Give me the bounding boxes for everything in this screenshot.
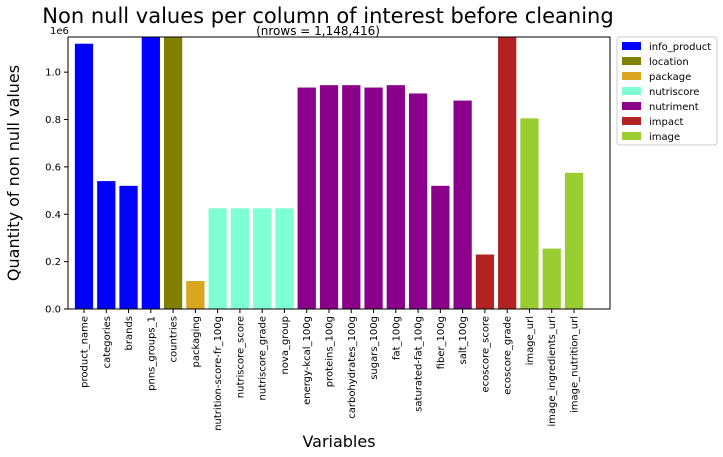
x-axis-ticks: product_name categories brands pnns_groups_… <box>80 309 581 431</box>
legend-label: image <box>649 132 680 143</box>
legend-swatch <box>622 42 641 50</box>
x-tick-label: energy-kcal_100g <box>302 316 313 405</box>
bar <box>253 208 272 309</box>
x-tick-label: brands <box>124 316 135 350</box>
x-tick-label: image_ingredients_url <box>547 316 558 427</box>
bar <box>141 37 160 309</box>
bar <box>275 208 294 309</box>
bar <box>319 85 339 309</box>
x-tick-label: sugars_100g <box>369 316 380 380</box>
bar <box>186 281 205 309</box>
bar <box>97 181 116 309</box>
x-tick-label: fat_100g <box>391 316 402 360</box>
bar <box>498 37 517 309</box>
y-tick-label: 0.8 <box>45 115 61 126</box>
y-tick-label: 0.4 <box>45 210 61 221</box>
y-tick-label: 1.0 <box>45 68 61 79</box>
y-tick-label: 0.2 <box>45 257 61 268</box>
x-tick-label: image_url <box>525 316 536 365</box>
x-tick-label: carbohydrates_100g <box>347 316 358 419</box>
bars <box>74 37 584 310</box>
legend-label: info_product <box>649 42 711 53</box>
legend-label: package <box>649 72 691 83</box>
bar <box>564 172 584 309</box>
x-tick-label: proteins_100g <box>325 316 336 387</box>
bar <box>520 118 539 310</box>
bar <box>542 248 561 309</box>
x-tick-label: nutrition-score-fr_100g <box>213 316 224 431</box>
bar <box>453 100 472 309</box>
bar <box>342 85 361 309</box>
chart-subtitle: (nrows = 1,148,416) <box>256 24 380 38</box>
bar <box>230 208 250 309</box>
x-tick-label: categories <box>102 316 113 368</box>
y-tick-label: 0.0 <box>45 305 61 316</box>
x-tick-label: nutriscore_grade <box>258 316 269 400</box>
legend-label: impact <box>649 117 683 128</box>
x-tick-label: countries <box>169 316 180 362</box>
bar <box>364 87 383 309</box>
x-tick-label: fiber_100g <box>436 316 447 369</box>
bar <box>163 37 183 309</box>
bar <box>208 208 227 309</box>
bar <box>475 254 495 309</box>
bar <box>431 185 450 309</box>
legend-swatch <box>622 132 641 140</box>
legend: info_product location package nutriscore nut… <box>616 36 718 146</box>
bar <box>74 43 94 309</box>
chart-title: Non null values per column of interest b… <box>42 4 613 28</box>
legend-label: nutriscore <box>649 87 699 98</box>
y-tick-label: 0.6 <box>45 162 61 173</box>
x-tick-label: salt_100g <box>458 316 469 364</box>
y-offset-label: 1e6 <box>50 26 69 37</box>
legend-label: nutriment <box>649 102 699 113</box>
y-axis-label: Quantity of non null values <box>4 65 23 281</box>
legend-label: location <box>649 57 689 68</box>
bar <box>297 87 316 309</box>
legend-swatch <box>622 102 641 110</box>
legend-box <box>616 36 718 146</box>
x-tick-label: nova_group <box>280 316 291 375</box>
plot-frame <box>67 36 611 310</box>
x-tick-label: product_name <box>80 316 91 388</box>
x-tick-label: pnns_groups_1 <box>146 316 157 391</box>
x-tick-label: nutriscore_score <box>235 316 246 398</box>
x-tick-label: ecoscore_grade <box>503 316 514 395</box>
x-tick-label: packaging <box>191 316 202 368</box>
x-axis-label: Variables <box>302 432 375 451</box>
legend-swatch <box>622 57 641 65</box>
legend-swatch <box>622 72 641 80</box>
legend-swatch <box>622 87 641 95</box>
bar <box>119 185 138 309</box>
y-axis-ticks: 0.0 0.2 0.4 0.6 0.8 1.0 <box>45 68 68 316</box>
bar <box>408 93 428 309</box>
x-tick-label: ecoscore_score <box>480 316 491 393</box>
x-tick-label: saturated-fat_100g <box>414 316 425 412</box>
x-tick-label: image_nutrition_url <box>570 316 581 413</box>
bar <box>386 85 405 309</box>
legend-swatch <box>622 117 641 125</box>
